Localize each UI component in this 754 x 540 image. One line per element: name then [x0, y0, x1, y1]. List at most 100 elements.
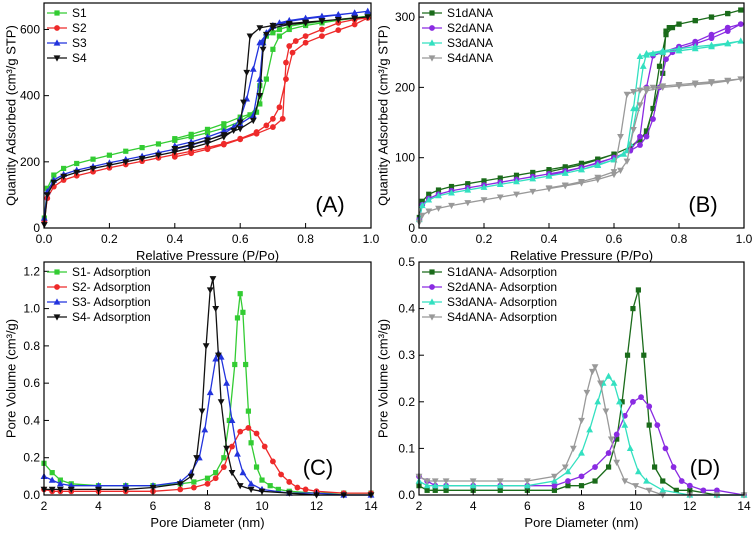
legend-marker	[429, 284, 435, 290]
data-point	[578, 473, 585, 480]
data-point	[650, 116, 656, 122]
data-point	[230, 127, 238, 134]
data-point	[223, 379, 230, 386]
data-point	[67, 486, 75, 494]
data-point	[611, 151, 617, 157]
panel-c: 2 4 6 8 10 12 14 0.0 0.2 0.4 0.6 0.8 1.0 1.2 Pore Diam…	[4, 261, 378, 530]
data-point	[578, 449, 585, 456]
data-point	[565, 478, 571, 484]
data-point	[229, 443, 235, 450]
data-point	[249, 117, 257, 125]
data-point	[529, 175, 537, 182]
data-point	[630, 306, 636, 312]
data-point	[247, 486, 255, 494]
data-point	[57, 477, 63, 483]
data-point	[188, 150, 195, 157]
data-point	[496, 180, 504, 188]
data-point	[561, 464, 569, 471]
y-tick-label: 300	[395, 10, 415, 24]
data-point	[561, 182, 569, 189]
data-point	[724, 77, 732, 84]
data-point	[662, 445, 669, 452]
data-point	[431, 478, 439, 485]
data-point	[545, 172, 553, 179]
data-point	[122, 482, 130, 489]
data-point	[497, 175, 503, 181]
data-point	[660, 478, 666, 484]
data-point	[220, 141, 227, 148]
data-point	[551, 477, 558, 484]
data-point	[212, 355, 220, 362]
legend-marker	[54, 284, 60, 290]
data-point	[56, 486, 64, 494]
data-point	[448, 183, 455, 190]
y-tick-label: 1.2	[23, 264, 40, 278]
data-point	[607, 436, 615, 443]
series-line	[43, 17, 368, 222]
data-point	[106, 162, 113, 169]
data-point	[243, 361, 249, 368]
data-point	[630, 126, 637, 134]
data-point	[464, 200, 472, 207]
data-point	[318, 12, 326, 19]
data-point	[249, 65, 257, 72]
data-point	[246, 33, 254, 40]
data-point	[212, 306, 220, 313]
data-point	[469, 482, 477, 489]
y-tick-label: 0	[408, 221, 415, 235]
data-point	[692, 17, 698, 24]
y-tick-label: 200	[20, 155, 40, 169]
y-tick-label: 0.5	[398, 255, 415, 269]
x-tick-label: 8	[578, 499, 585, 513]
data-point	[610, 169, 618, 176]
data-point	[270, 46, 276, 52]
x-tick-label: 2	[416, 499, 423, 513]
data-point	[187, 145, 195, 152]
data-point	[637, 137, 643, 143]
y-tick-label: 0.3	[398, 348, 415, 362]
x-tick-label: 2	[41, 499, 48, 513]
data-point	[240, 309, 246, 315]
data-point	[708, 79, 715, 86]
data-point	[257, 83, 263, 89]
data-point	[206, 287, 214, 294]
data-point	[513, 191, 520, 198]
data-point	[637, 142, 643, 148]
x-axis-label: Relative Pressure (P/Po)	[510, 248, 653, 263]
data-point	[239, 469, 247, 476]
data-point	[285, 490, 293, 497]
legend-marker	[429, 269, 435, 275]
data-point	[605, 450, 612, 456]
legend-entry: S4	[72, 51, 87, 65]
data-point	[236, 483, 244, 490]
data-point	[204, 130, 211, 136]
plot-frame	[418, 2, 745, 229]
data-point	[646, 422, 652, 428]
data-point	[259, 477, 265, 483]
data-point	[652, 464, 658, 470]
legend-entry: S4dANA	[447, 51, 493, 65]
data-point	[708, 31, 715, 38]
data-point	[675, 47, 683, 54]
data-point	[435, 187, 442, 193]
data-point	[637, 133, 643, 140]
y-tick-label: 0.8	[23, 339, 40, 353]
data-point	[592, 478, 598, 484]
data-point	[187, 473, 195, 480]
legend-entry: S2dANA- Adsorption	[447, 280, 557, 294]
x-tick-label: 8	[204, 499, 211, 513]
data-point	[623, 158, 631, 165]
data-point	[678, 478, 685, 484]
data-point	[424, 487, 430, 493]
data-point	[243, 69, 251, 77]
data-point	[613, 459, 621, 466]
data-point	[61, 165, 67, 172]
panel-b: 0.0 0.2 0.4 0.6 0.8 1.0 0 100 200 300 Relative Pre…	[376, 2, 753, 263]
y-tick-label: 0.0	[398, 488, 415, 502]
data-point	[253, 430, 260, 437]
data-point	[632, 483, 640, 490]
data-point	[351, 9, 359, 16]
data-point	[204, 146, 211, 153]
data-point	[193, 455, 200, 462]
x-tick-label: 0.6	[606, 232, 623, 246]
